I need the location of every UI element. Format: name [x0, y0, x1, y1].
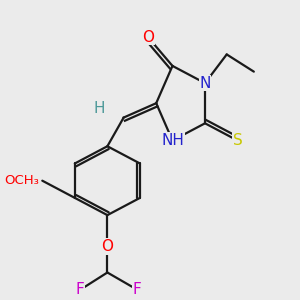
Text: N: N [199, 76, 211, 91]
Text: F: F [133, 282, 142, 297]
Text: O: O [101, 239, 113, 254]
Text: OCH₃: OCH₃ [5, 174, 40, 187]
Text: NH: NH [161, 133, 184, 148]
Text: O: O [142, 30, 154, 45]
Text: F: F [76, 282, 85, 297]
Text: S: S [233, 133, 242, 148]
Text: H: H [94, 101, 105, 116]
